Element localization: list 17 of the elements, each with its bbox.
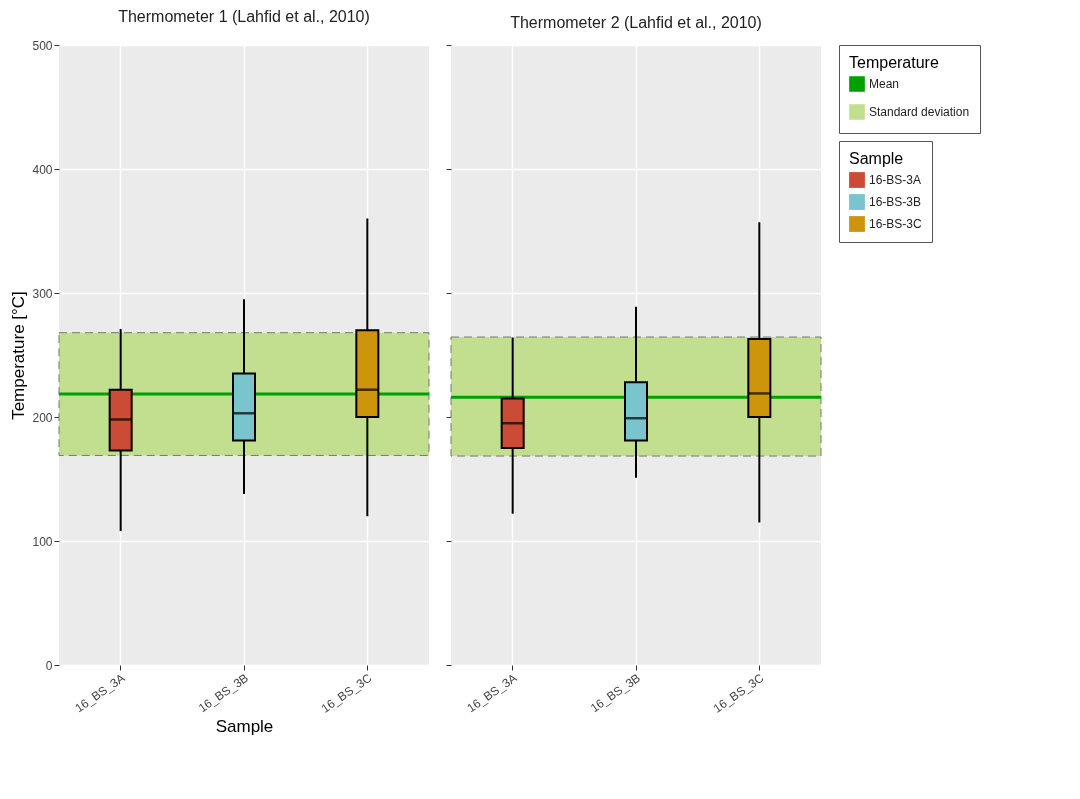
chart-title: Thermometer 2 (Lahfid et al., 2010) — [510, 13, 762, 31]
legend-label: 16-BS-3A — [869, 173, 922, 187]
y-tick-label: 200 — [32, 410, 53, 425]
x-axis-title: Sample — [215, 716, 274, 736]
y-tick-label: 100 — [32, 534, 53, 549]
y-tick-label: 400 — [32, 162, 53, 177]
y-tick-label: 300 — [32, 286, 53, 301]
legend-label: Mean — [869, 77, 900, 91]
legend-label: 16-BS-3B — [869, 195, 922, 209]
legend-label: 16-BS-3C — [869, 217, 923, 231]
legend-title: Sample — [849, 150, 904, 167]
text: Temperature — [849, 54, 939, 71]
y-axis-title: Temperature [°C] — [9, 291, 29, 420]
legend-label: Standard deviation — [869, 105, 970, 119]
y-tick-label: 0 — [45, 658, 53, 673]
chart-title: Thermometer 1 (Lahfid et al., 2010) — [118, 8, 370, 25]
y-tick-label: 500 — [32, 38, 53, 53]
